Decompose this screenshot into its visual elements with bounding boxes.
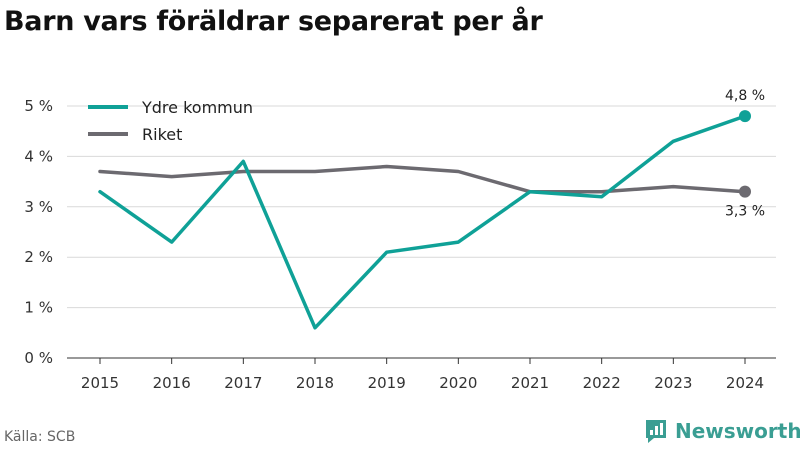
source-note: Källa: SCB bbox=[4, 429, 76, 445]
x-tick-label: 2023 bbox=[654, 374, 692, 392]
legend-label: Ydre kommun bbox=[141, 98, 253, 117]
x-tick-label: 2019 bbox=[368, 374, 406, 392]
y-tick-label: 5 % bbox=[24, 97, 53, 115]
end-point-riket bbox=[739, 185, 751, 198]
line-chart: 0 % 1 % 2 % 3 % 4 % 5 % 2015 2016 2017 2018 2019 20… bbox=[24, 88, 776, 392]
x-tick-label: 2017 bbox=[224, 374, 262, 392]
y-tick-label: 1 % bbox=[24, 299, 53, 317]
y-tick-label: 2 % bbox=[24, 248, 53, 266]
series-line-ydre bbox=[98, 114, 747, 330]
legend-label: Riket bbox=[142, 125, 182, 144]
brand[interactable]: Newsworthy bbox=[644, 418, 800, 444]
y-tick-label: 3 % bbox=[24, 198, 53, 216]
newsworthy-logo-icon bbox=[646, 420, 666, 443]
end-label-riket: 3,3 % bbox=[725, 204, 765, 220]
x-tick-label: 2022 bbox=[583, 374, 621, 392]
chart-title: Barn vars föräldrar separerat per år bbox=[4, 6, 543, 37]
x-tick-label: 2018 bbox=[296, 374, 334, 392]
x-tick-label: 2020 bbox=[439, 374, 477, 392]
x-tick-label: 2021 bbox=[511, 374, 549, 392]
x-tick-label: 2016 bbox=[153, 374, 191, 392]
end-label-ydre: 4,8 % bbox=[725, 88, 765, 104]
x-tick-label: 2015 bbox=[81, 374, 119, 392]
brand-name: Newsworthy bbox=[675, 419, 800, 443]
series-line-riket bbox=[98, 164, 747, 194]
y-tick-label: 4 % bbox=[24, 147, 53, 165]
x-tick-label: 2024 bbox=[726, 374, 764, 392]
y-tick-label: 0 % bbox=[24, 349, 53, 367]
end-point-ydre bbox=[739, 110, 751, 123]
